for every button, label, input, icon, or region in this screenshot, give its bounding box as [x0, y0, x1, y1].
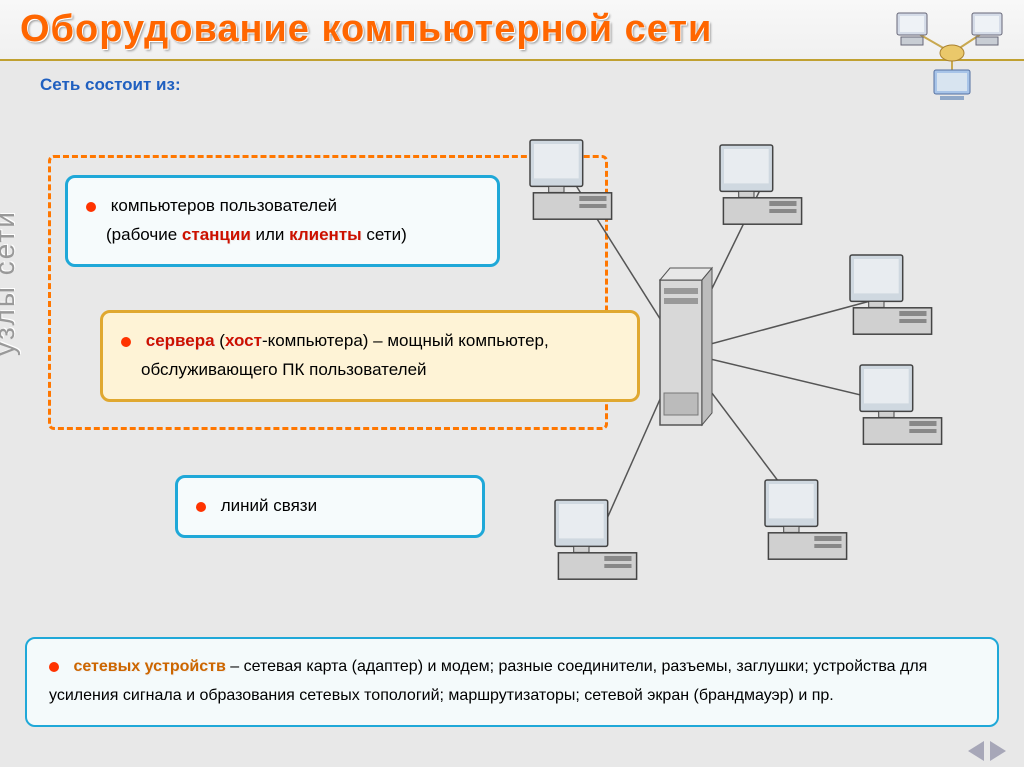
subtitle: Сеть состоит из: [40, 75, 181, 95]
text: -компьютера) – мощный компьютер, [262, 331, 549, 350]
next-button[interactable] [990, 741, 1006, 761]
box-workstations: компьютеров пользователей (рабочие станц… [65, 175, 500, 267]
highlight: хост [225, 331, 262, 350]
text: или [251, 225, 289, 244]
page-title: Оборудование компьютерной сети [20, 8, 1004, 51]
prev-button[interactable] [968, 741, 984, 761]
highlight: клиенты [289, 225, 362, 244]
highlight: станции [182, 225, 251, 244]
highlight: сетевых устройств [73, 658, 225, 675]
box-lines: линий связи [175, 475, 485, 538]
nav-buttons [968, 741, 1006, 761]
bullet-icon [49, 662, 59, 672]
header: Оборудование компьютерной сети [0, 0, 1024, 61]
text: компьютеров пользователей [111, 196, 337, 215]
bullet-icon [121, 337, 131, 347]
text: линий связи [221, 496, 317, 515]
text: (рабочие [106, 225, 182, 244]
box-network-devices: сетевых устройств – сетевая карта (адапт… [25, 637, 999, 727]
sidebar-label: узлы сети [0, 210, 21, 356]
highlight: сервера [146, 331, 215, 350]
corner-network-icon [892, 8, 1012, 108]
bullet-icon [86, 202, 96, 212]
bullet-icon [196, 502, 206, 512]
box-server: сервера (хост-компьютера) – мощный компь… [100, 310, 640, 402]
text: ( [215, 331, 225, 350]
text: сети) [362, 225, 407, 244]
text: обслуживающего ПК пользователей [121, 356, 619, 385]
